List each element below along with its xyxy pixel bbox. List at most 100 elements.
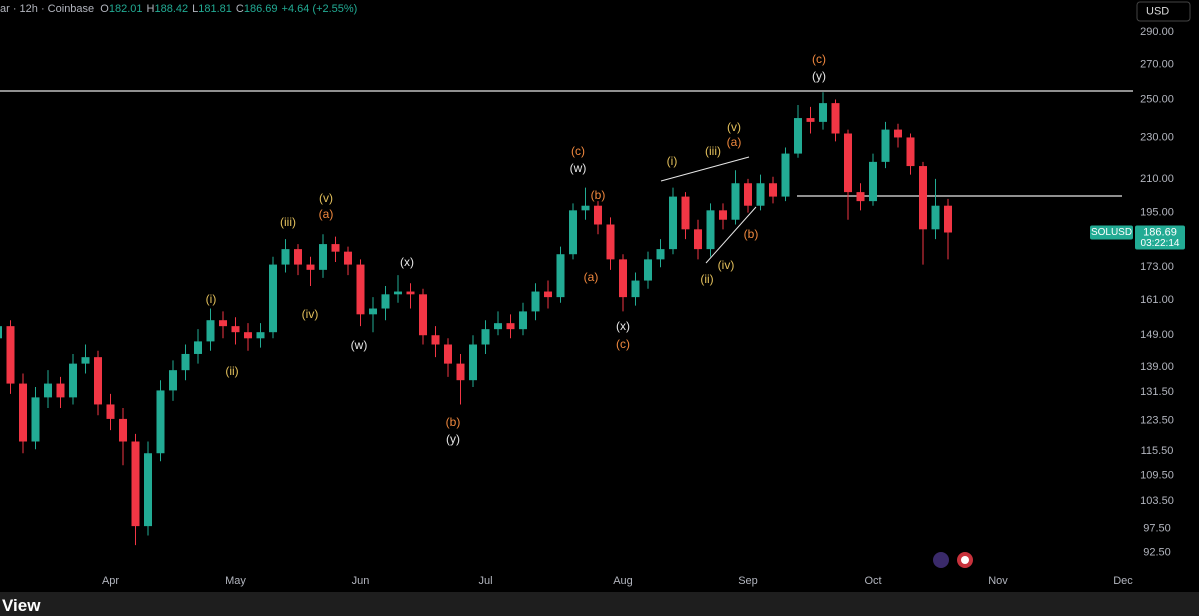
ohlc-label: C — [235, 3, 244, 15]
y-tick-label: 131.50 — [1140, 386, 1174, 398]
y-tick-label: 115.50 — [1141, 445, 1174, 457]
candle-body — [44, 383, 52, 398]
currency-button[interactable] — [1136, 1, 1191, 22]
wave-label: (w) — [570, 161, 587, 175]
wave-label: (b) — [591, 188, 606, 202]
candle-body — [781, 153, 790, 197]
candle-body — [294, 249, 302, 265]
candle-body — [194, 341, 202, 354]
wave-label: (iii) — [280, 215, 296, 229]
event-icon[interactable] — [933, 552, 949, 568]
wave-label: (i) — [667, 154, 678, 168]
candle-body — [594, 205, 602, 225]
candle-body — [794, 118, 802, 154]
candle-body — [31, 397, 40, 442]
candle-body — [931, 205, 940, 230]
wave-label: (b) — [744, 227, 759, 241]
candle-body — [406, 291, 415, 295]
y-tick-label: 103.50 — [1140, 495, 1174, 507]
wave-label: (iii) — [705, 144, 721, 158]
wave-label: (y) — [446, 432, 460, 446]
candle-body — [919, 166, 927, 230]
wave-label: (a) — [584, 270, 599, 284]
y-tick-label: 230.00 — [1140, 131, 1174, 143]
candle-body — [0, 326, 2, 339]
wave-label: (x) — [616, 319, 630, 333]
y-tick-label: 92.50 — [1143, 546, 1171, 558]
x-tick-label: Sep — [738, 575, 758, 587]
candle-body — [494, 323, 502, 330]
y-tick-label: 250.00 — [1140, 93, 1174, 105]
x-tick-label: Oct — [864, 575, 881, 587]
wave-label: (a) — [319, 207, 334, 221]
wave-label: (x) — [400, 255, 414, 269]
candle-body — [881, 129, 890, 162]
candle-body — [569, 210, 577, 255]
wave-label: (a) — [727, 135, 742, 149]
candle-body — [519, 311, 527, 330]
wave-label: (c) — [571, 144, 585, 158]
candle-body — [381, 294, 390, 309]
candle-body — [281, 249, 290, 265]
candle-body — [806, 118, 815, 122]
candle-body — [719, 210, 727, 220]
symbol-info: ar · 12h · Coinbase — [0, 3, 95, 15]
x-tick-label: Apr — [102, 575, 119, 587]
candle-body — [219, 320, 227, 327]
logo: View — [2, 596, 41, 615]
candle-body — [106, 404, 115, 419]
candle-body — [94, 357, 102, 405]
candle-body — [556, 254, 565, 298]
ohlc-label: L — [192, 3, 199, 15]
ohlc-label: O — [100, 3, 109, 15]
candle-body — [269, 264, 277, 333]
candle-body — [231, 326, 240, 333]
candle-body — [444, 344, 452, 364]
x-tick-label: Aug — [613, 575, 633, 587]
candle-body — [56, 383, 65, 398]
y-tick-label: 109.50 — [1140, 469, 1174, 481]
wave-label: (y) — [812, 69, 826, 83]
candle-body — [756, 183, 765, 206]
ohlc-value: 181.81 — [198, 3, 232, 15]
candle-body — [606, 224, 615, 260]
trend-line — [660, 156, 750, 182]
wave-label: (ii) — [225, 364, 238, 378]
candle-body — [669, 196, 677, 250]
candle-body — [331, 244, 340, 252]
event-icon-inner — [961, 556, 969, 564]
candle-body — [769, 183, 777, 197]
ohlc-value: 186.69 — [243, 3, 278, 15]
candle-body — [506, 323, 515, 330]
candle-body — [394, 291, 402, 295]
price-tag — [1135, 225, 1185, 250]
y-tick-label: 161.00 — [1140, 294, 1174, 306]
candle-body — [69, 363, 77, 398]
candle-body — [656, 249, 665, 260]
wave-label: (b) — [446, 415, 461, 429]
wave-label: (c) — [812, 52, 826, 66]
candle-body — [469, 344, 477, 381]
candle-body — [894, 129, 902, 138]
candle-body — [819, 103, 827, 122]
candle-body — [131, 441, 140, 527]
candle-body — [169, 370, 177, 391]
y-tick-label: 270.00 — [1140, 58, 1174, 70]
candle-body — [319, 244, 327, 270]
candle-body — [344, 251, 352, 265]
y-tick-label: 173.00 — [1140, 261, 1174, 273]
candle-body — [19, 383, 27, 442]
legend-header: ar · 12h · Coinbase O182.01 H188.42 L181.8… — [0, 3, 361, 15]
symbol-tag — [1090, 225, 1133, 240]
wave-label: (i) — [206, 292, 217, 306]
candle-body — [731, 183, 740, 220]
candle-body — [369, 308, 377, 315]
candle-body — [544, 291, 552, 298]
candle-body — [681, 196, 690, 230]
symbol-tag-text: SOLUSD — [1091, 227, 1132, 238]
candle-body — [581, 205, 590, 211]
candle-body — [81, 357, 90, 364]
candle-body — [706, 210, 715, 250]
candle-body — [844, 133, 852, 193]
